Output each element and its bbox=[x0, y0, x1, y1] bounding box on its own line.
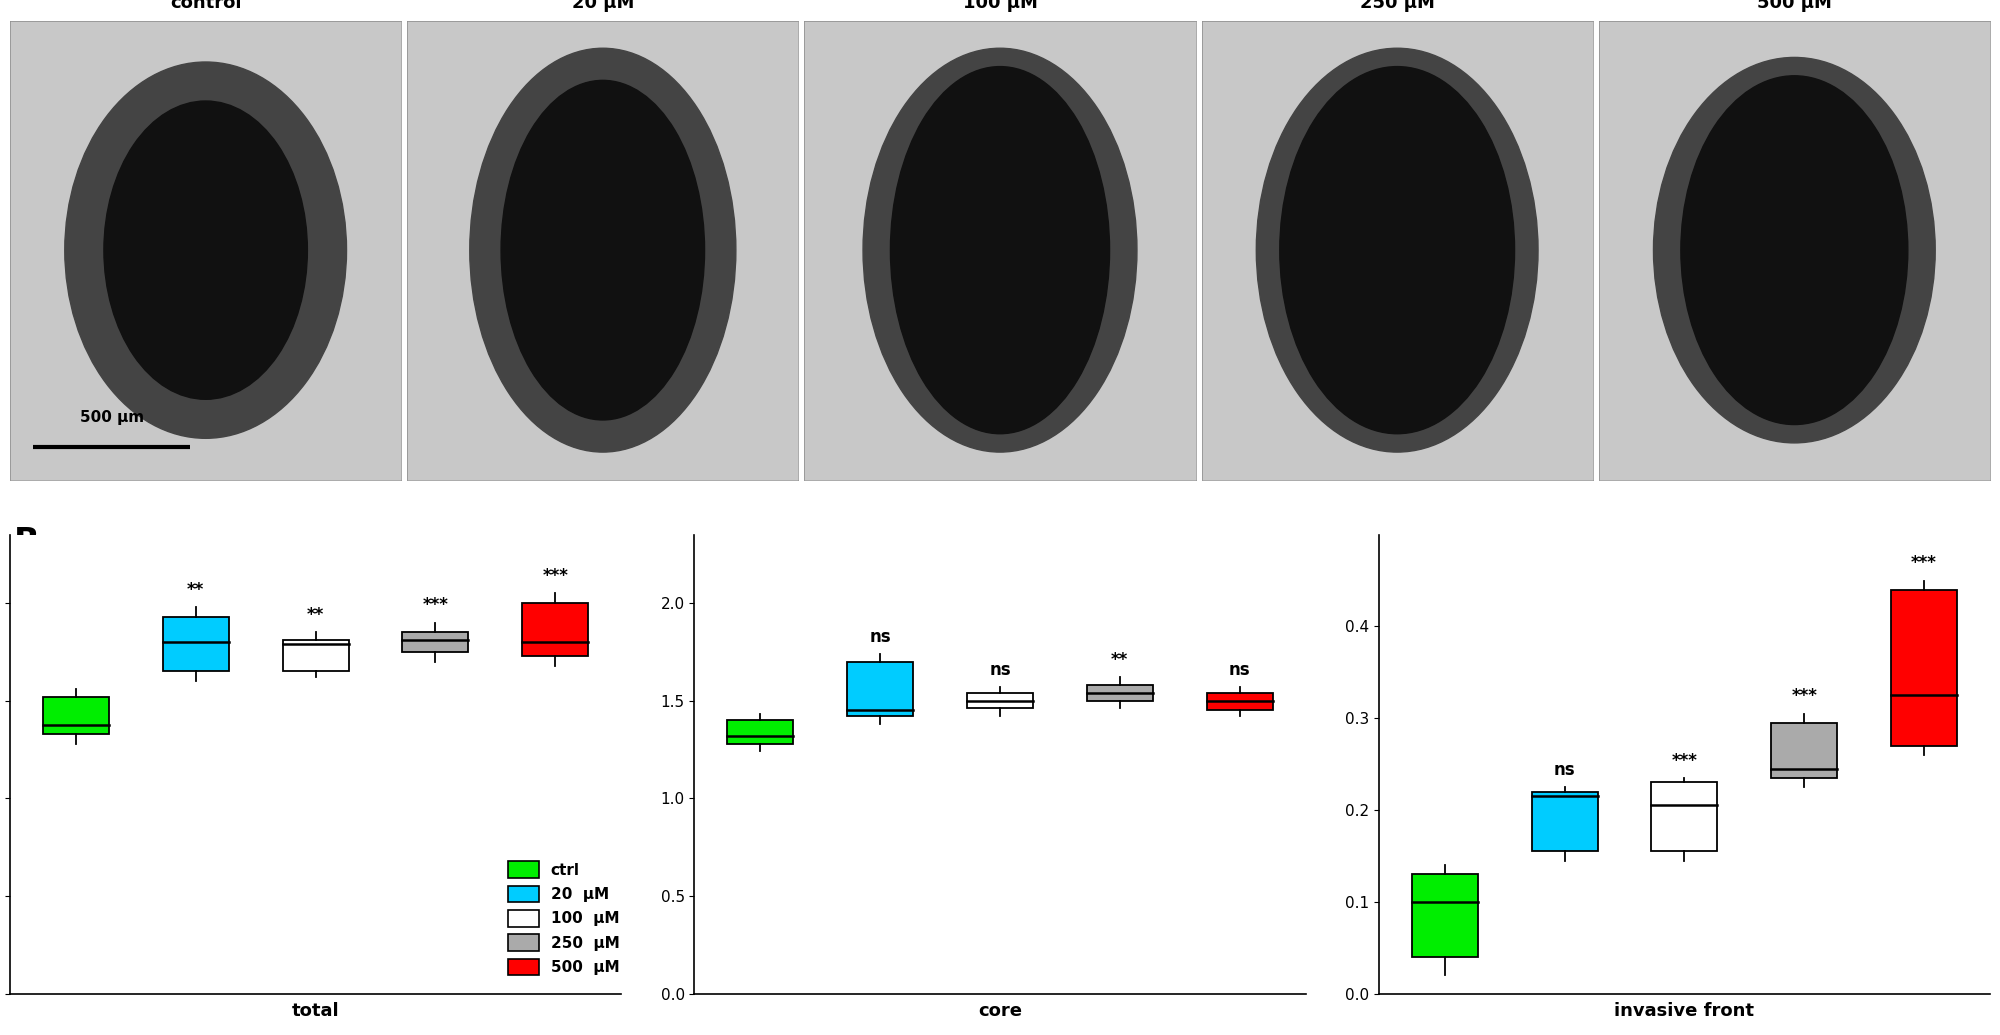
Text: A: A bbox=[14, 30, 40, 63]
Bar bbox=[42, 697, 108, 734]
Text: 100 μM: 100 μM bbox=[962, 0, 1038, 11]
Text: ***: *** bbox=[1672, 751, 1698, 770]
Bar bbox=[1532, 792, 1598, 852]
Ellipse shape bbox=[864, 49, 1136, 452]
Legend: ctrl, 20  μM, 100  μM, 250  μM, 500  μM: ctrl, 20 μM, 100 μM, 250 μM, 500 μM bbox=[502, 855, 626, 981]
Bar bbox=[1206, 692, 1272, 710]
Text: ns: ns bbox=[1554, 761, 1576, 778]
Bar bbox=[728, 720, 794, 743]
Bar bbox=[402, 632, 468, 652]
Bar bbox=[522, 603, 588, 656]
Ellipse shape bbox=[1654, 57, 1936, 443]
Ellipse shape bbox=[64, 62, 346, 438]
Text: ***: *** bbox=[422, 596, 448, 615]
Text: ***: *** bbox=[1912, 555, 1938, 572]
Bar bbox=[848, 661, 914, 716]
Ellipse shape bbox=[502, 81, 704, 420]
Text: **: ** bbox=[306, 607, 324, 624]
Text: ***: *** bbox=[1792, 687, 1818, 706]
Ellipse shape bbox=[890, 66, 1110, 434]
Ellipse shape bbox=[1256, 49, 1538, 452]
Bar bbox=[282, 640, 348, 672]
X-axis label: invasive front: invasive front bbox=[1614, 1002, 1754, 1019]
X-axis label: core: core bbox=[978, 1002, 1022, 1019]
Text: 250 μM: 250 μM bbox=[1360, 0, 1434, 11]
Bar bbox=[1892, 590, 1958, 746]
Text: 20 μM: 20 μM bbox=[572, 0, 634, 11]
Text: control: control bbox=[170, 0, 242, 11]
Text: **: ** bbox=[1112, 651, 1128, 669]
Ellipse shape bbox=[1280, 66, 1514, 434]
Bar bbox=[968, 692, 1032, 709]
Text: ns: ns bbox=[990, 660, 1010, 679]
Bar bbox=[1086, 685, 1152, 701]
Text: ***: *** bbox=[542, 567, 568, 585]
Text: 500 μM: 500 μM bbox=[1756, 0, 1832, 11]
Text: **: ** bbox=[188, 581, 204, 598]
Text: 500 μm: 500 μm bbox=[80, 410, 144, 424]
Bar bbox=[1652, 782, 1718, 852]
Ellipse shape bbox=[470, 49, 736, 452]
Text: B: B bbox=[14, 526, 40, 559]
Ellipse shape bbox=[104, 101, 308, 400]
Ellipse shape bbox=[1680, 76, 1908, 424]
Bar bbox=[162, 617, 228, 672]
X-axis label: total: total bbox=[292, 1002, 340, 1019]
Text: ns: ns bbox=[870, 627, 890, 646]
Bar bbox=[1412, 875, 1478, 957]
Text: ns: ns bbox=[1228, 660, 1250, 679]
Bar bbox=[1772, 722, 1838, 778]
